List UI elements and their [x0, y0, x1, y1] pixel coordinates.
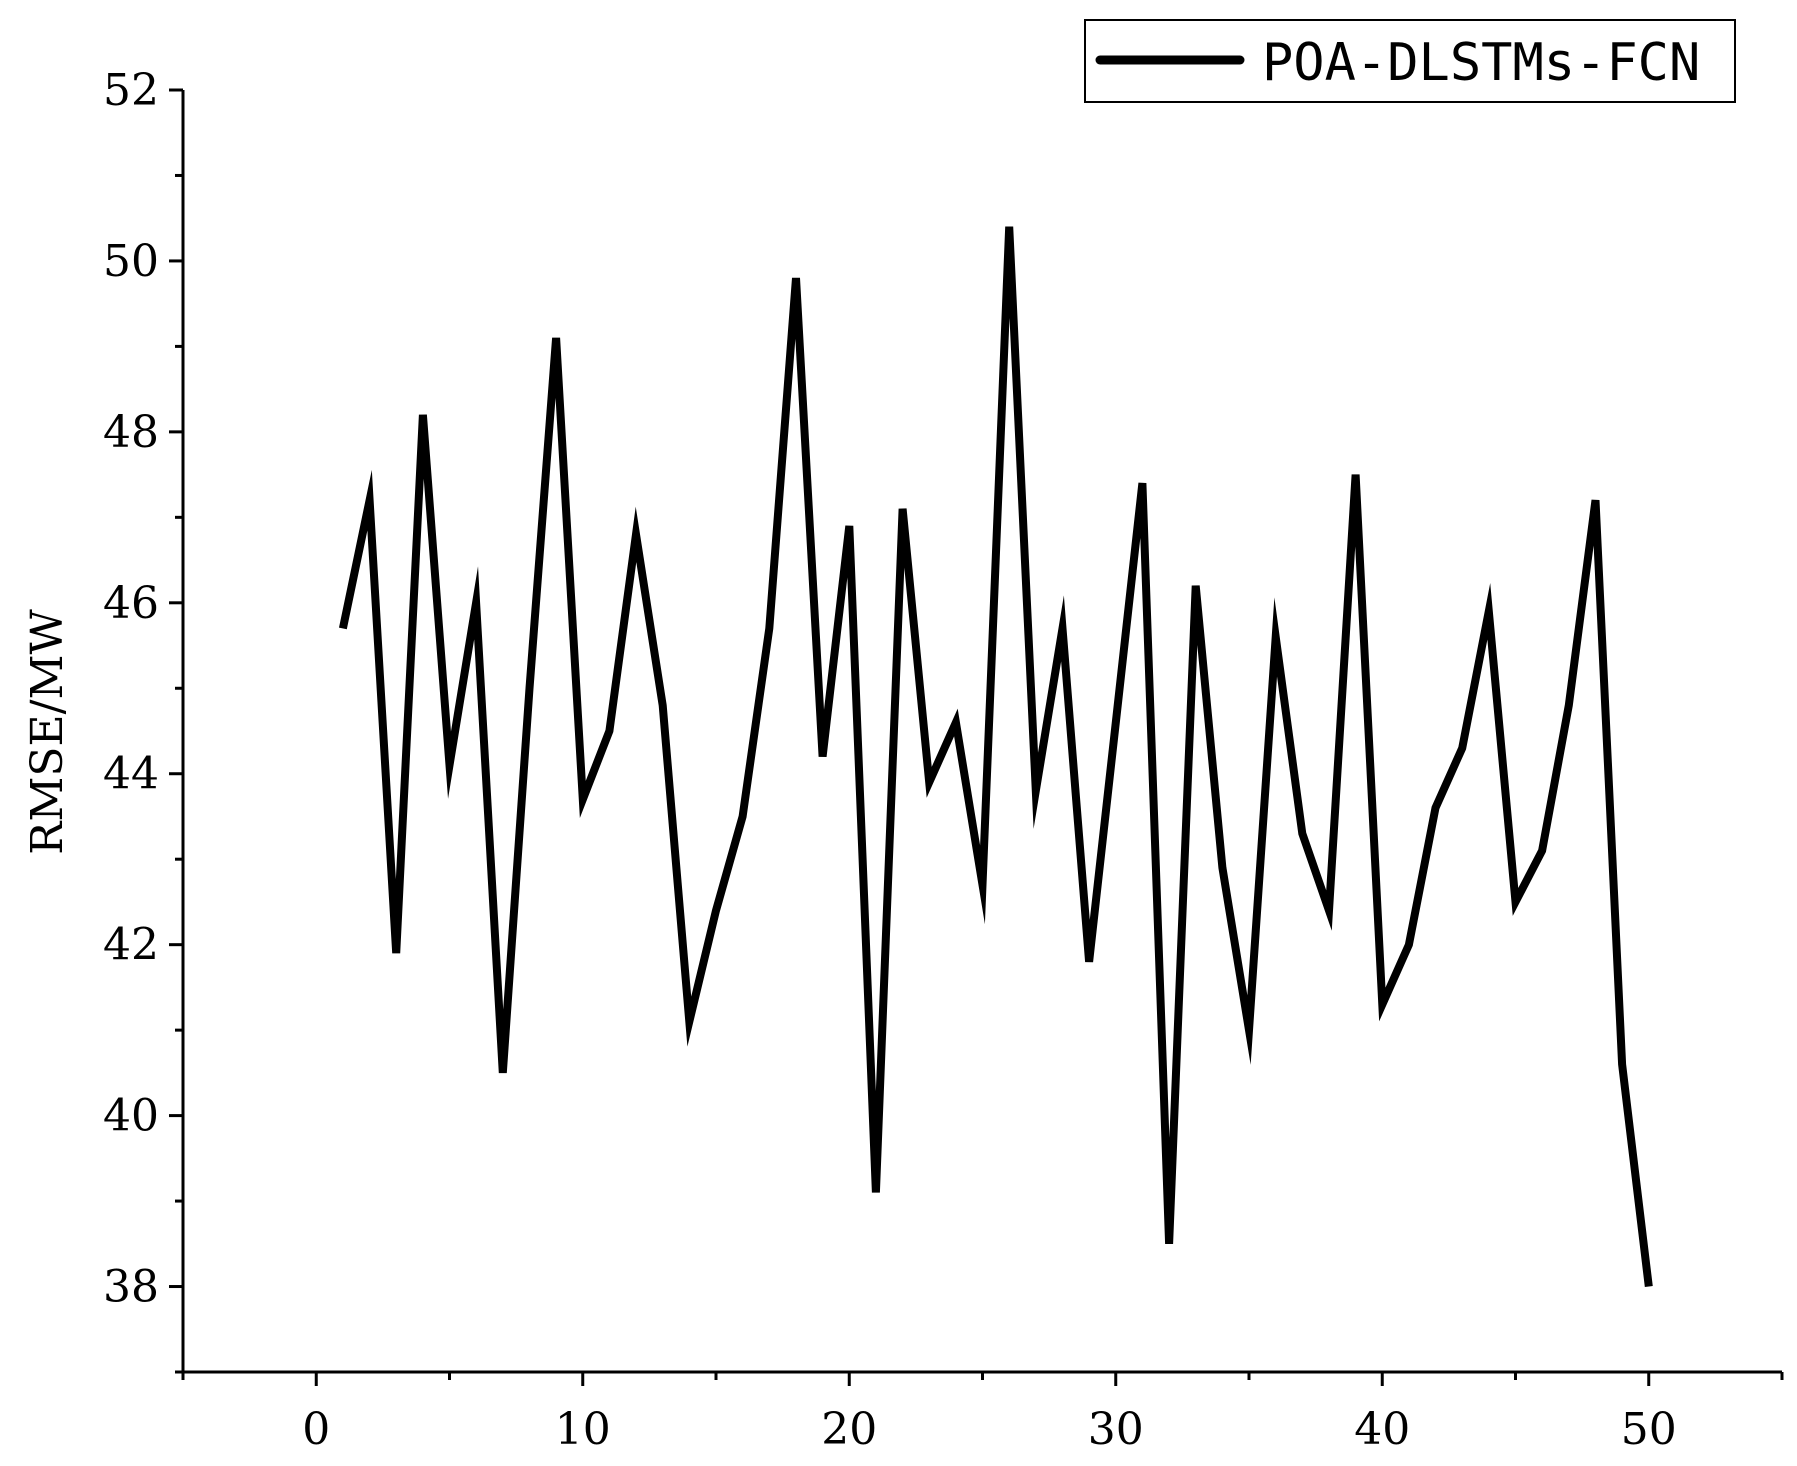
y-tick-label: 44: [103, 749, 159, 800]
y-axis-label: RMSE/MW: [22, 608, 73, 854]
y-tick-label: 48: [103, 407, 159, 458]
x-tick-label: 50: [1621, 1404, 1677, 1455]
y-tick-label: 46: [103, 578, 159, 629]
y-tick-label: 50: [103, 236, 159, 287]
y-tick-label: 38: [103, 1262, 159, 1313]
y-axis-ticks: 38 40 42 44 46 48 50 52: [103, 65, 183, 1374]
series-line: [338, 226, 1653, 1287]
y-tick-label: 40: [103, 1091, 159, 1142]
y-tick-label: 52: [103, 65, 159, 116]
legend-entry-label: POA-DLSTMs-FCN: [1262, 33, 1700, 93]
x-tick-label: 10: [555, 1404, 611, 1455]
x-tick-label: 20: [821, 1404, 877, 1455]
x-tick-label: 30: [1088, 1404, 1144, 1455]
legend: POA-DLSTMs-FCN: [1084, 19, 1736, 103]
x-tick-label: 0: [302, 1404, 330, 1455]
y-tick-label: 42: [103, 920, 159, 971]
x-tick-label: 40: [1354, 1404, 1410, 1455]
x-axis-ticks: 0 10 20 30 40 50: [181, 1372, 1784, 1455]
series-layer: [338, 226, 1653, 1287]
axes: [181, 90, 1782, 1374]
